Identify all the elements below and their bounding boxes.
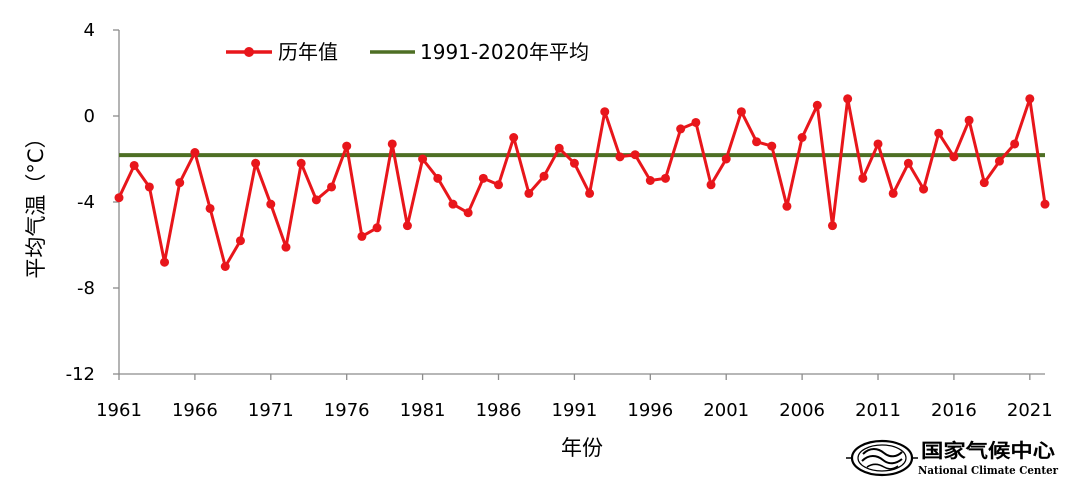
data-point-1970 — [251, 158, 261, 168]
data-point-2007 — [812, 100, 822, 110]
data-point-2014 — [919, 184, 929, 194]
data-point-1961 — [114, 193, 124, 203]
data-point-1962 — [129, 160, 139, 170]
ncc-name-cn: 国家气候中心 — [921, 439, 1055, 462]
data-point-1992 — [585, 188, 595, 198]
y-axis-ticks: 4 0 -4 -8 -12 — [66, 20, 119, 385]
x-tick-label: 1976 — [324, 400, 370, 421]
x-tick-label: 1991 — [552, 400, 598, 421]
data-point-1966 — [190, 148, 200, 158]
data-point-2010 — [858, 173, 868, 183]
y-tick-label: 4 — [84, 20, 95, 41]
data-point-2009 — [843, 94, 853, 104]
data-point-1979 — [387, 139, 397, 149]
data-point-1995 — [630, 150, 640, 160]
x-tick-label: 2016 — [931, 400, 977, 421]
data-point-2020 — [1010, 139, 1020, 149]
x-tick-label: 1971 — [248, 400, 294, 421]
data-point-1973 — [296, 158, 306, 168]
data-point-2017 — [964, 115, 974, 125]
series-layer — [114, 94, 1050, 271]
data-point-2006 — [797, 133, 807, 142]
data-point-2008 — [827, 221, 837, 231]
x-tick-label: 1996 — [627, 400, 673, 421]
data-point-2018 — [979, 178, 989, 188]
ncc-emblem-icon — [846, 439, 918, 477]
x-tick-label: 2021 — [1007, 400, 1053, 421]
data-point-1987 — [509, 133, 519, 142]
data-point-1996 — [645, 176, 655, 185]
data-point-2019 — [994, 156, 1004, 166]
data-point-2004 — [767, 141, 777, 151]
data-point-1976 — [342, 141, 352, 151]
data-point-1988 — [524, 188, 534, 198]
data-point-2001 — [721, 154, 731, 164]
legend: 历年值 1991-2020年平均 — [226, 40, 589, 64]
data-point-2016 — [949, 152, 959, 162]
data-point-1977 — [357, 231, 367, 241]
data-point-1971 — [266, 199, 276, 209]
x-axis-ticks: 1961 1966 1971 1976 1981 1986 1991 1996 2001 2006… — [96, 374, 1053, 421]
y-tick-label: 0 — [84, 106, 95, 127]
y-axis-label: 平均气温（°C） — [24, 127, 48, 278]
data-point-2003 — [752, 137, 762, 147]
data-point-2022 — [1040, 199, 1050, 209]
y-tick-label: -4 — [77, 192, 95, 213]
data-point-2015 — [934, 128, 944, 138]
data-point-1999 — [691, 117, 701, 127]
data-point-1990 — [554, 143, 564, 153]
data-point-2000 — [706, 180, 716, 190]
x-tick-label: 1986 — [476, 400, 522, 421]
data-point-1984 — [463, 208, 473, 218]
x-tick-label: 2001 — [703, 400, 749, 421]
ncc-name-en: National Climate Center — [918, 463, 1059, 477]
y-tick-label: -12 — [66, 364, 95, 385]
data-point-1968 — [220, 262, 230, 271]
data-point-1994 — [615, 152, 625, 162]
data-point-1967 — [205, 203, 215, 213]
data-point-1978 — [372, 223, 382, 233]
data-point-1986 — [494, 180, 504, 190]
data-point-1981 — [418, 154, 428, 164]
legend-label-annual: 历年值 — [278, 40, 338, 64]
data-point-1974 — [311, 195, 321, 205]
data-point-1964 — [160, 257, 170, 267]
data-point-1982 — [433, 173, 443, 183]
x-tick-label: 2006 — [779, 400, 825, 421]
x-tick-label: 2011 — [855, 400, 901, 421]
data-point-2005 — [782, 201, 792, 211]
legend-marker-dot-annual — [244, 47, 254, 57]
data-point-1991 — [569, 158, 579, 168]
x-tick-label: 1966 — [172, 400, 218, 421]
data-point-2002 — [736, 107, 746, 117]
data-point-1989 — [539, 171, 549, 181]
data-point-1963 — [144, 182, 154, 192]
data-point-1985 — [478, 173, 488, 183]
legend-label-normal: 1991-2020年平均 — [420, 40, 589, 64]
x-tick-label: 1961 — [96, 400, 142, 421]
data-point-2011 — [873, 139, 883, 149]
data-point-1972 — [281, 242, 291, 252]
data-point-1997 — [660, 173, 670, 183]
x-axis-label: 年份 — [561, 436, 603, 460]
x-tick-label: 1981 — [400, 400, 446, 421]
ncc-logo: 国家气候中心 National Climate Center — [846, 439, 1059, 477]
series-line-annual — [117, 97, 1047, 268]
data-point-1993 — [600, 107, 610, 117]
data-point-2013 — [903, 158, 913, 168]
data-point-1980 — [402, 221, 412, 231]
data-point-1965 — [175, 178, 185, 188]
data-point-1998 — [676, 124, 686, 134]
data-point-2012 — [888, 188, 898, 198]
data-point-1969 — [235, 236, 245, 246]
data-point-2021 — [1025, 94, 1035, 104]
y-tick-label: -8 — [77, 278, 95, 299]
data-point-1983 — [448, 199, 458, 209]
data-point-1975 — [327, 182, 337, 192]
